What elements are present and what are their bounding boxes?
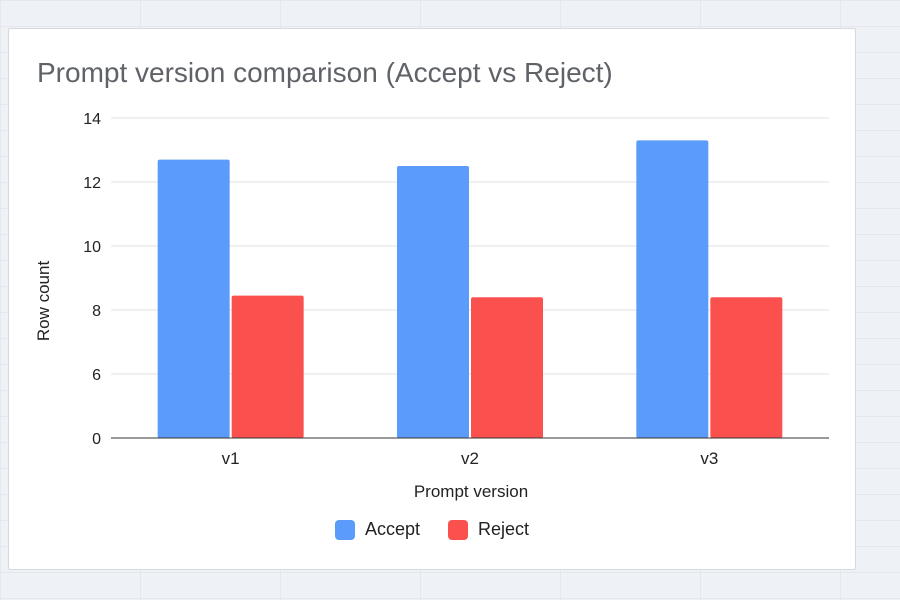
y-tick-label: 10: [83, 239, 101, 256]
y-tick-label: 12: [83, 175, 101, 192]
bar-chart: 0 6 8 10 12 14 v1 v2 v3 Row count Prompt versio…: [34, 111, 829, 501]
legend-swatch: [448, 519, 468, 540]
legend-label: Accept: [364, 519, 420, 539]
chart-title: Prompt version comparison (Accept vs Rej…: [37, 57, 613, 88]
y-axis-label: Row count: [34, 261, 53, 342]
legend-swatch: [334, 519, 355, 540]
x-tick-labels: v1 v2 v3: [222, 449, 719, 468]
bar-reject-v3[interactable]: [710, 297, 783, 438]
y-tick-labels: 0 6 8 10 12 14: [83, 111, 101, 448]
bars: [157, 140, 783, 438]
bar-reject-v2[interactable]: [471, 297, 543, 438]
x-tick-label: v2: [461, 449, 479, 468]
gridlines: [111, 117, 829, 375]
y-tick-label: 8: [92, 303, 101, 320]
legend-item-reject[interactable]: Reject: [448, 519, 529, 540]
y-tick-label: 0: [92, 431, 101, 448]
legend-item-accept[interactable]: Accept: [334, 519, 420, 540]
bar-accept-v2[interactable]: [397, 166, 469, 438]
x-tick-label: v3: [700, 449, 718, 468]
bar-reject-v1[interactable]: [231, 295, 304, 438]
legend: Accept Reject: [9, 519, 855, 540]
bar-accept-v1[interactable]: [157, 159, 230, 438]
chart-card[interactable]: Prompt version comparison (Accept vs Rej…: [8, 28, 856, 570]
x-tick-label: v1: [222, 449, 240, 468]
legend-label: Reject: [478, 519, 530, 539]
bar-accept-v3[interactable]: [636, 140, 709, 438]
y-tick-label: 6: [92, 367, 101, 384]
x-axis-label: Prompt version: [414, 482, 528, 501]
y-tick-label: 14: [83, 111, 101, 128]
